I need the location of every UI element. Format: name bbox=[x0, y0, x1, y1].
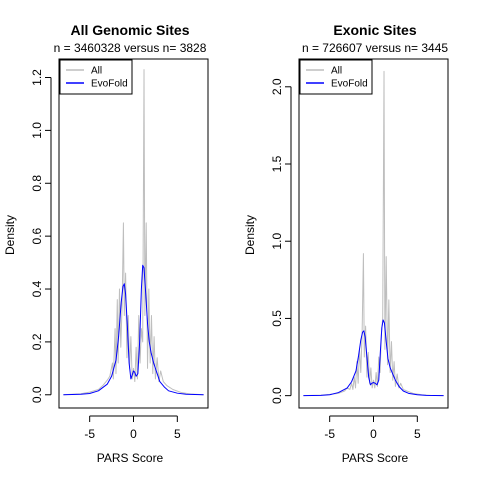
legend-box bbox=[59, 59, 133, 95]
series-line-evofold bbox=[303, 319, 444, 397]
y-tick-label: 1.0 bbox=[30, 122, 44, 139]
x-tick-label: 5 bbox=[174, 427, 181, 441]
legend-entry-evofold: EvoFold bbox=[91, 79, 128, 90]
chart-subtitle: n = 726607 versus n= 3445 bbox=[302, 41, 448, 55]
legend-entry-evofold: EvoFold bbox=[331, 79, 368, 90]
legend-entry-all: All bbox=[91, 66, 102, 77]
plot-frame bbox=[298, 58, 449, 409]
series-line-all bbox=[63, 69, 204, 396]
y-tick-label: 0.6 bbox=[30, 227, 44, 244]
y-axis-label: Density bbox=[243, 215, 257, 255]
x-axis-label: PARS Score bbox=[342, 451, 409, 465]
chart-title: All Genomic Sites bbox=[70, 22, 189, 38]
y-axis-label: Density bbox=[3, 215, 17, 255]
y-tick-label: 0.0 bbox=[270, 387, 284, 404]
plot-frame bbox=[58, 58, 209, 409]
x-tick-label: -5 bbox=[324, 427, 335, 441]
x-tick-label: 5 bbox=[414, 427, 421, 441]
y-tick-label: 2.0 bbox=[270, 78, 284, 95]
y-tick-label: 0.0 bbox=[30, 386, 44, 403]
y-tick-label: 1.0 bbox=[270, 233, 284, 250]
series-line-all bbox=[303, 70, 444, 397]
y-tick-label: 0.5 bbox=[270, 310, 284, 327]
legend-box bbox=[299, 59, 373, 95]
x-tick-label: 0 bbox=[370, 427, 377, 441]
legend-entry-all: All bbox=[331, 66, 342, 77]
x-axis-label: PARS Score bbox=[97, 451, 164, 465]
panel-all-genomic-sites: All Genomic Sites n = 3460328 versus n= … bbox=[3, 22, 209, 465]
y-tick-label: 1.5 bbox=[270, 155, 284, 172]
series-line-evofold bbox=[63, 264, 204, 396]
y-tick-label: 1.2 bbox=[30, 69, 44, 86]
y-tick-label: 0.8 bbox=[30, 175, 44, 192]
panel-exonic-sites: Exonic Sites n = 726607 versus n= 3445 P… bbox=[243, 22, 449, 465]
chart-title: Exonic Sites bbox=[333, 22, 416, 38]
x-tick-label: -5 bbox=[84, 427, 95, 441]
y-tick-label: 0.2 bbox=[30, 333, 44, 350]
chart-subtitle: n = 3460328 versus n= 3828 bbox=[54, 41, 207, 55]
y-tick-label: 0.4 bbox=[30, 280, 44, 297]
x-tick-label: 0 bbox=[130, 427, 137, 441]
